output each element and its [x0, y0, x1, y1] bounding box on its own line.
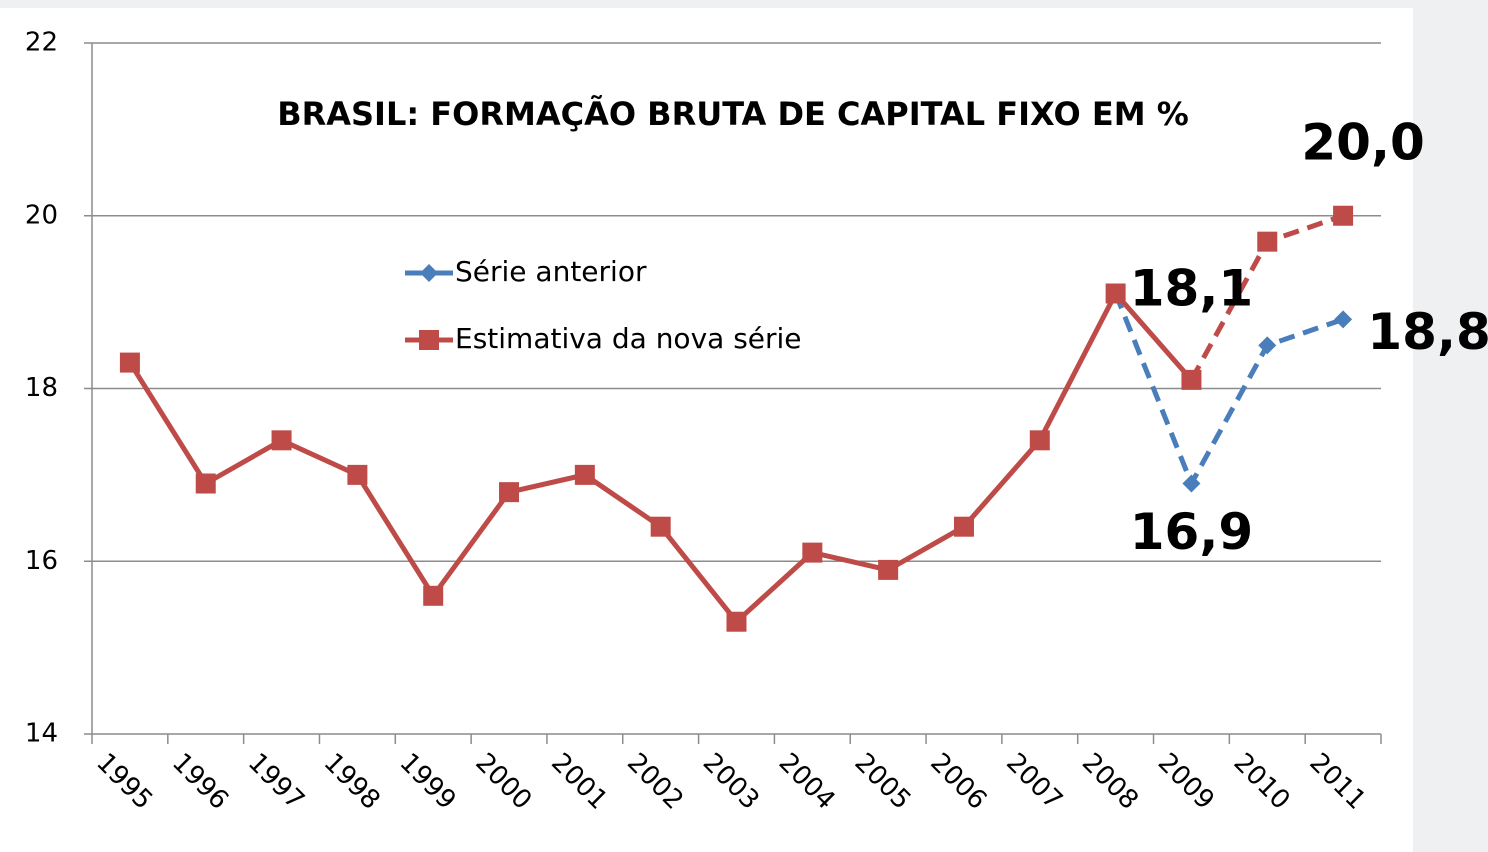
legend-label: Série anterior — [455, 255, 647, 288]
legend-label: Estimativa da nova série — [455, 322, 802, 355]
data-label: 16,9 — [1130, 503, 1253, 561]
data-label: 18,8 — [1367, 303, 1488, 361]
data-label: 18,1 — [1130, 259, 1253, 317]
marker — [271, 430, 292, 451]
marker — [1182, 474, 1201, 493]
marker — [195, 473, 216, 494]
marker — [1029, 430, 1050, 451]
y-tick-label: 16 — [25, 546, 58, 576]
marker — [1105, 283, 1126, 304]
marker — [420, 264, 438, 282]
marker — [1257, 231, 1278, 252]
marker — [878, 559, 899, 580]
marker — [119, 352, 140, 373]
data-label: 20,0 — [1301, 113, 1424, 171]
marker — [347, 464, 368, 485]
marker — [953, 516, 974, 537]
marker — [1333, 205, 1354, 226]
marker — [1181, 369, 1202, 390]
y-tick-label: 14 — [25, 719, 58, 749]
y-tick-label: 20 — [25, 200, 58, 230]
marker — [574, 464, 595, 485]
marker — [1258, 336, 1277, 355]
y-tick-label: 18 — [25, 373, 58, 403]
y-tick-label: 22 — [25, 28, 58, 58]
marker — [1334, 310, 1353, 329]
marker — [423, 585, 444, 606]
marker — [499, 482, 520, 503]
marker — [419, 330, 439, 350]
line — [1113, 292, 1344, 487]
marker — [650, 516, 671, 537]
chart-title: BRASIL: FORMAÇÃO BRUTA DE CAPITAL FIXO E… — [277, 95, 1189, 133]
chart-background — [0, 8, 1413, 852]
marker — [802, 542, 823, 563]
marker — [726, 611, 747, 632]
